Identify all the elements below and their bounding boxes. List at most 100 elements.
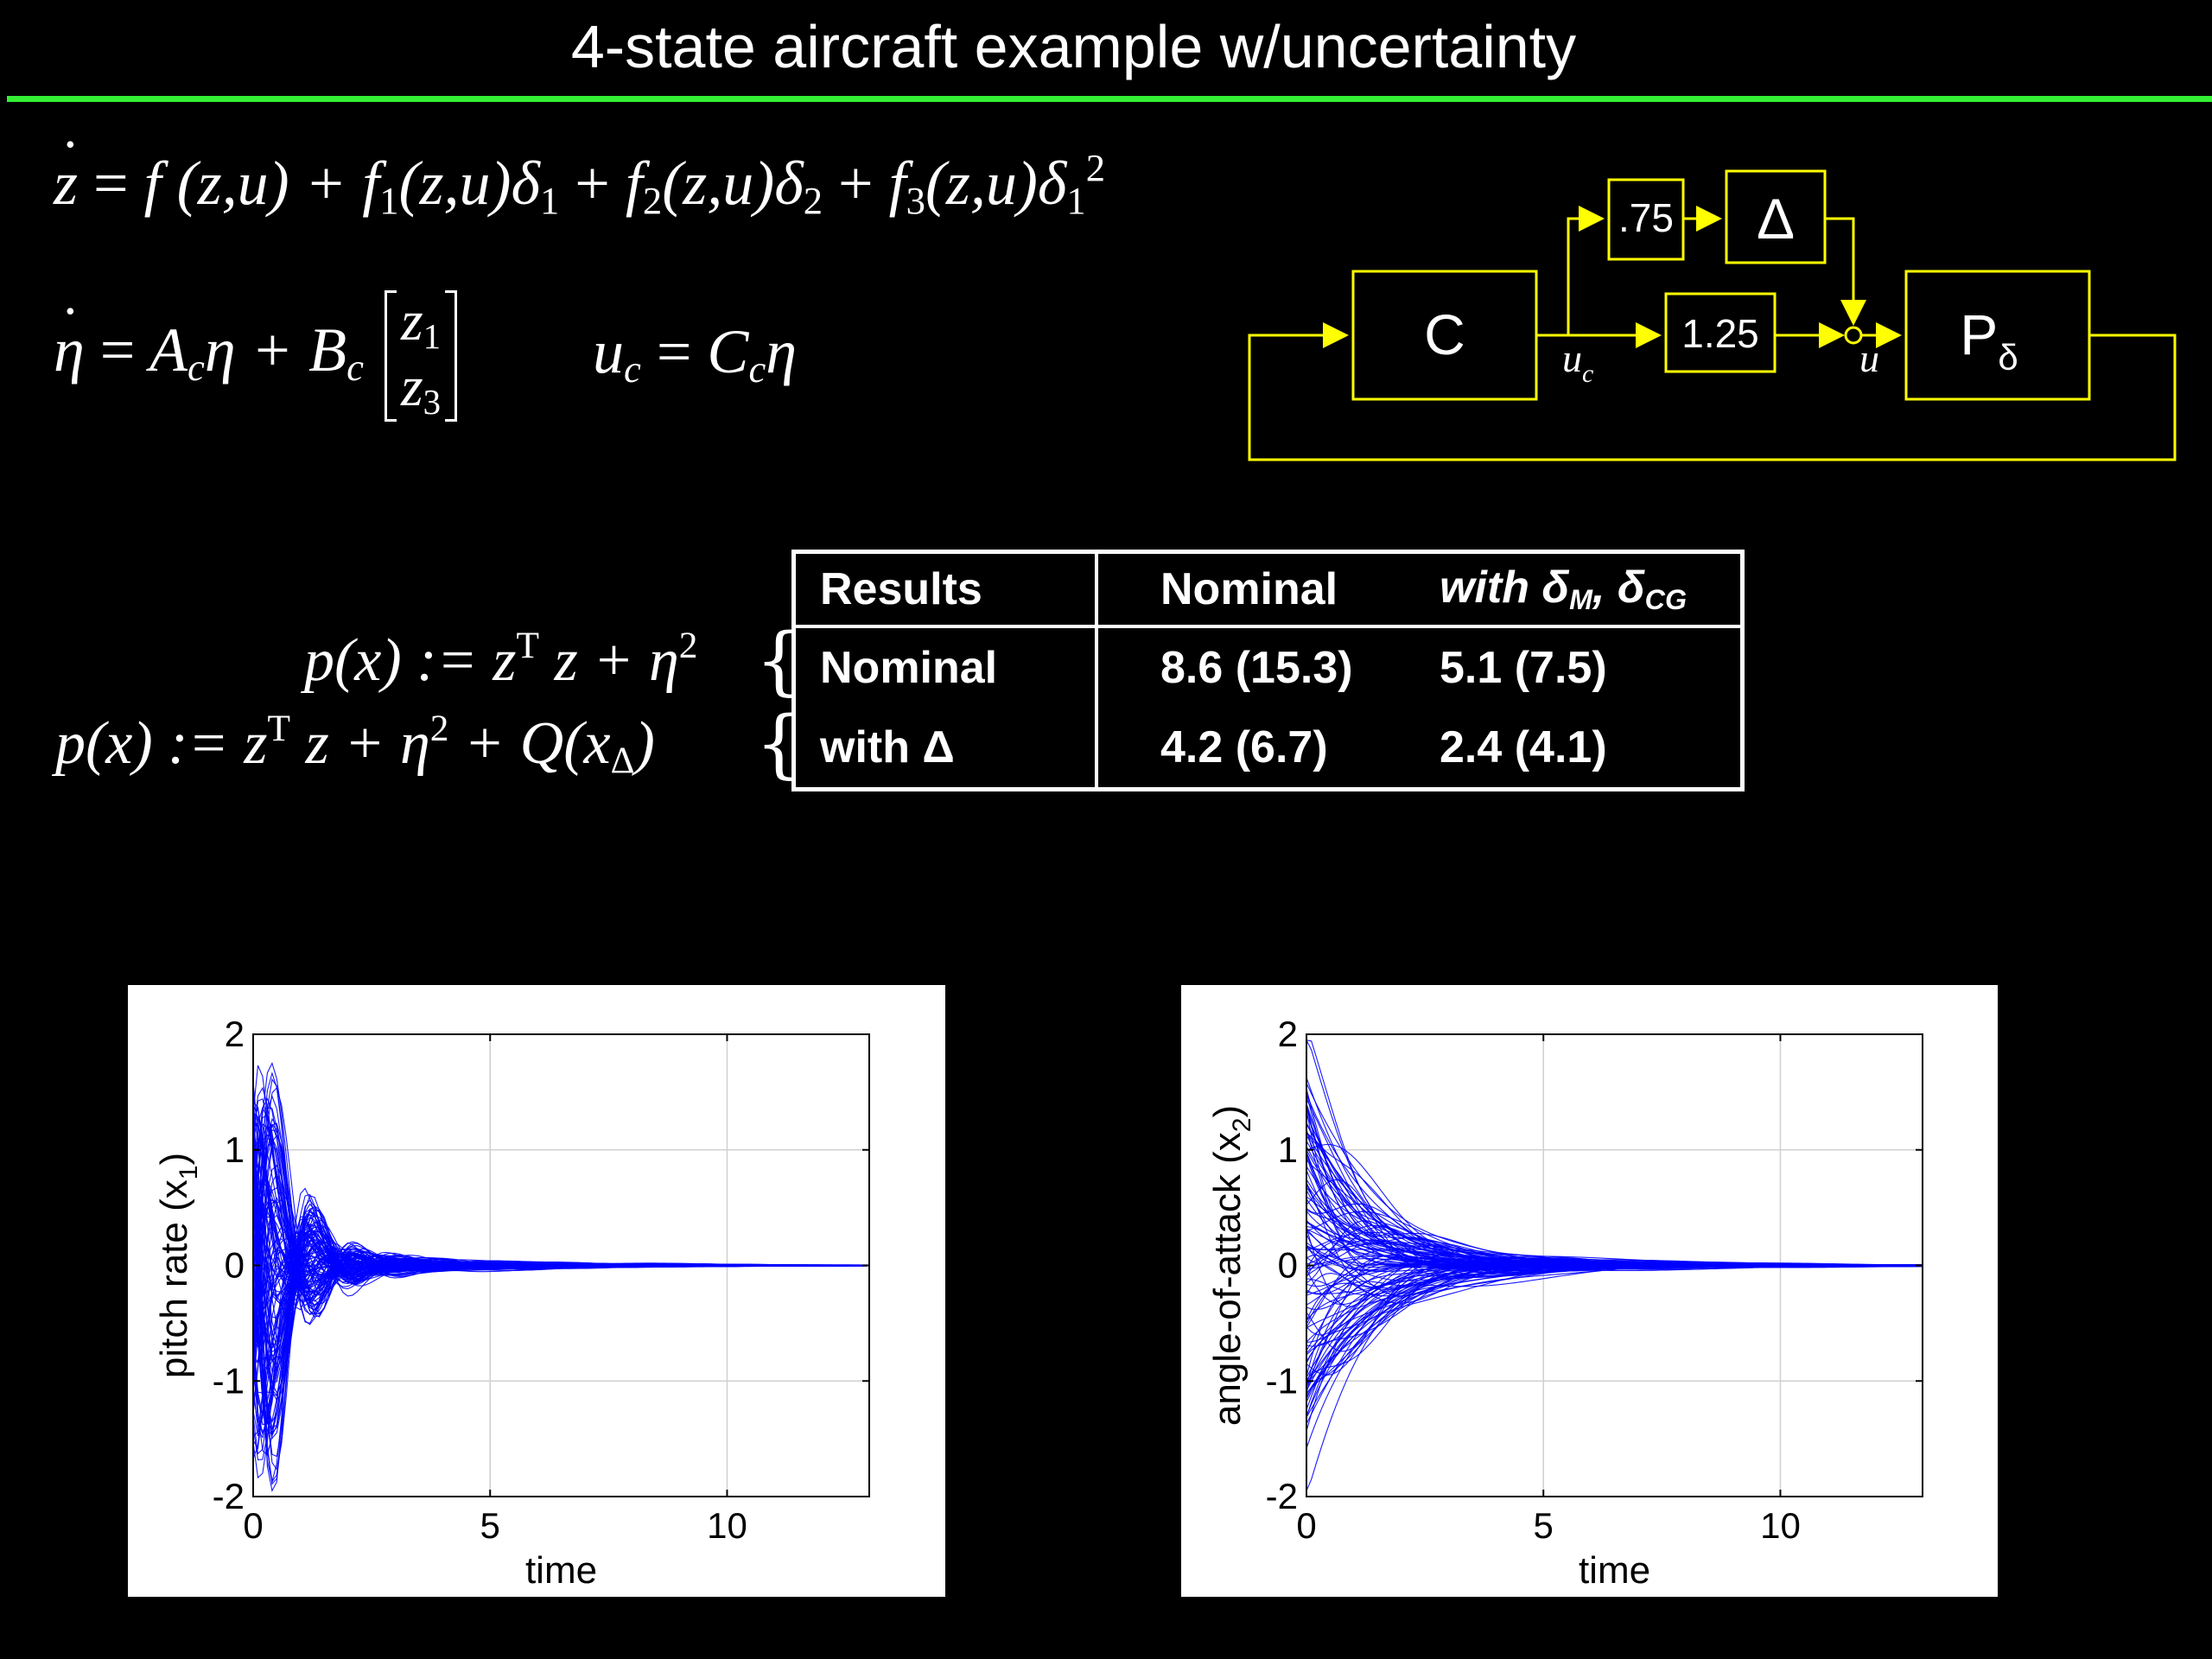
series-line — [252, 1082, 868, 1339]
x-axis-label: time — [1579, 1549, 1650, 1592]
eq-term: (z,u)δ — [662, 148, 804, 218]
eq-term-b: B — [308, 315, 347, 385]
output-equation: uc = Ccη — [593, 316, 797, 391]
eq-sub: 2 — [803, 178, 823, 222]
series-line — [252, 1129, 868, 1341]
feedback-line — [1248, 322, 2177, 461]
eq-term: (z,u)δ — [398, 148, 540, 218]
eq-sub: c — [346, 345, 364, 389]
input-vector: z1 z3 — [384, 289, 458, 423]
series-line — [252, 1205, 868, 1424]
eq-plus: + — [575, 148, 610, 218]
vector-entry: z3 — [400, 355, 442, 423]
vector-entry: z1 — [400, 289, 442, 357]
series-line — [252, 1226, 868, 1360]
z-dot: z — [54, 126, 80, 219]
eq-term: η + — [204, 315, 294, 385]
series-line — [252, 1103, 868, 1336]
table-cell: 2.4 (4.1) — [1440, 722, 1607, 772]
series-line — [252, 1214, 868, 1431]
signal-u-label: u — [1859, 336, 1879, 380]
series-line — [1306, 1103, 1922, 1268]
uncertainty-label: Δ — [1757, 187, 1795, 251]
y-tick-label: 0 — [1278, 1245, 1298, 1286]
series-line — [252, 1118, 868, 1358]
series-line — [252, 1198, 868, 1314]
series-line — [1306, 1115, 1922, 1267]
series-line — [252, 1209, 868, 1437]
pitch-rate-plot: 0 5 10 2 1 0 -1 -2 time pitch rate (x1) — [128, 985, 945, 1597]
dynamics-equation: z = f (z,u) + f1(z,u)δ1 + f2(z,u)δ2 + f3… — [54, 126, 1105, 223]
table-header-cell: with δM, δCG — [1422, 551, 1743, 628]
eq-term-f: f (z,u) + — [143, 148, 347, 218]
series-line — [1306, 1092, 1922, 1267]
series-line — [1306, 1184, 1922, 1267]
eq-term: (z,u)δ — [925, 148, 1067, 218]
x-tick-label: 5 — [480, 1505, 500, 1546]
series-line — [1306, 1132, 1922, 1267]
controller-equation: η = Acη + Bc z1 z3 — [54, 289, 462, 423]
series-line — [252, 1211, 868, 1424]
y-tick-label: -2 — [1266, 1476, 1298, 1516]
table-cell: 4.2 (6.7) — [1160, 722, 1328, 772]
plant-label: Pδ — [1960, 302, 2018, 378]
eq-term-f3: f — [888, 148, 906, 218]
signal-line — [1567, 206, 1605, 335]
eq-term-eta: η — [766, 317, 797, 386]
y-tick-label: 0 — [225, 1245, 245, 1286]
series-line — [252, 1161, 868, 1429]
table-cell: with Δ — [793, 708, 1098, 790]
series-line — [252, 1086, 868, 1394]
gain-mid-label: 1.25 — [1681, 311, 1759, 356]
table-header-cell: Results — [793, 551, 1098, 628]
uncertainty-block — [1725, 169, 1827, 264]
p-function-nominal: p(x) := zT z + η2 — [304, 625, 698, 695]
series-line — [252, 1197, 868, 1381]
series-line — [252, 1180, 868, 1482]
eq-sub: 2 — [642, 178, 663, 222]
eq-sub: 1 — [539, 178, 560, 222]
table-row: Nominal 8.6 (15.3) 5.1 (7.5) — [793, 626, 1743, 708]
eq-sub: 3 — [906, 178, 925, 222]
signal-uc-label: uc — [1562, 336, 1593, 388]
results-table: Results Nominal with δM, δCG Nominal 8.6… — [791, 550, 1745, 791]
y-tick-label: -1 — [213, 1360, 245, 1401]
y-axis-label: pitch rate (x1) — [153, 1153, 203, 1378]
series-group — [252, 1061, 868, 1492]
eq-term-f2: f — [625, 148, 643, 218]
block-diagram: C Pδ .75 Δ 1.25 uc u — [1248, 169, 2177, 461]
series-line — [252, 1198, 868, 1408]
series-line — [252, 1172, 868, 1440]
series-line — [252, 1077, 868, 1372]
series-line — [1306, 1190, 1922, 1268]
series-line — [252, 1071, 868, 1337]
series-line — [252, 1123, 868, 1328]
y-tick-label: -1 — [1266, 1360, 1298, 1401]
y-tick-label: 1 — [225, 1129, 245, 1170]
series-line — [252, 1122, 868, 1374]
signal-line — [1825, 217, 1866, 326]
title-divider — [7, 96, 2212, 102]
y-tick-label: -2 — [213, 1476, 245, 1516]
eq-sub: c — [748, 347, 766, 391]
series-line — [252, 1200, 868, 1414]
eta-dot: η — [54, 293, 85, 386]
x-tick-label: 0 — [243, 1505, 263, 1546]
x-tick-label: 5 — [1534, 1505, 1554, 1546]
eq-sub: c — [624, 347, 641, 391]
series-line — [252, 1177, 868, 1434]
series-line — [1306, 1262, 1922, 1425]
controller-label: C — [1424, 302, 1465, 366]
angle-of-attack-plot: 0 5 10 2 1 0 -1 -2 time angle-of-attack (x2) — [1181, 985, 1998, 1597]
x-tick-label: 10 — [1760, 1505, 1801, 1546]
table-header-cell: Nominal — [1096, 551, 1422, 628]
series-line — [1306, 1263, 1922, 1391]
x-axis-label: time — [525, 1549, 597, 1592]
series-line — [1306, 1153, 1922, 1267]
eq-sub: 1 — [379, 178, 399, 222]
x-tick-label: 10 — [707, 1505, 747, 1546]
eq-sign: = — [99, 315, 136, 385]
eq-sub: 1 — [1066, 178, 1086, 222]
table-row: with Δ 4.2 (6.7) 2.4 (4.1) — [793, 708, 1743, 790]
series-line — [252, 1119, 868, 1348]
